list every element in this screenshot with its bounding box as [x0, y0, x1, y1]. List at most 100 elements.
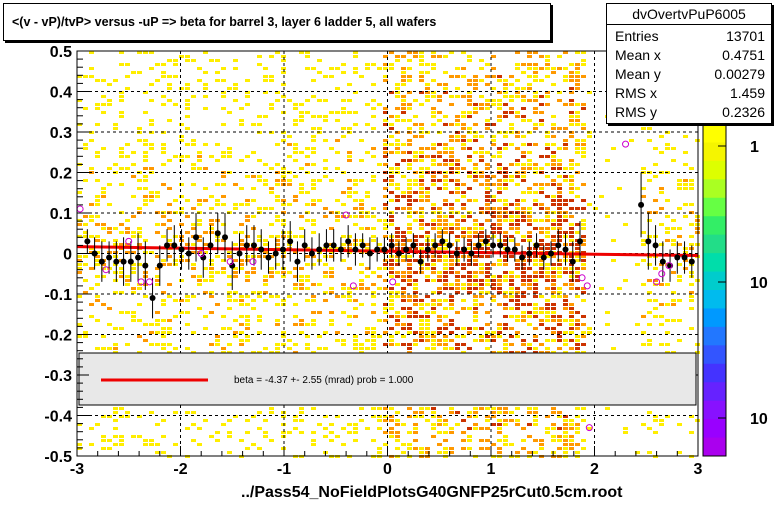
heat-cell — [389, 91, 394, 94]
heat-cell — [185, 427, 190, 430]
heat-cell — [143, 91, 148, 94]
heat-cell — [209, 227, 214, 230]
heat-cell — [299, 319, 304, 322]
heat-cell — [413, 259, 418, 262]
heat-cell — [95, 103, 100, 106]
heat-cell — [419, 135, 424, 138]
heat-cell — [569, 339, 574, 342]
heat-cell — [533, 203, 538, 206]
heat-cell — [431, 95, 436, 98]
heat-cell — [89, 251, 94, 254]
heat-cell — [419, 195, 424, 198]
heat-cell — [557, 339, 562, 342]
heat-cell — [431, 263, 436, 266]
heat-cell — [257, 319, 262, 322]
heat-cell — [527, 207, 532, 210]
heat-cell — [167, 99, 172, 102]
heat-cell — [383, 311, 388, 314]
heat-cell — [461, 51, 466, 54]
heat-cell — [269, 207, 274, 210]
heat-cell — [575, 255, 580, 258]
heat-cell — [569, 87, 574, 90]
heat-cell — [407, 295, 412, 298]
heat-cell — [557, 275, 562, 278]
heat-cell — [119, 275, 124, 278]
heat-cell — [461, 147, 466, 150]
heat-cell — [467, 159, 472, 162]
heat-cell — [455, 227, 460, 230]
heat-cell — [347, 323, 352, 326]
heat-cell — [407, 307, 412, 310]
heat-cell — [449, 135, 454, 138]
heat-cell — [299, 103, 304, 106]
heat-cell — [77, 267, 82, 270]
heat-cell — [539, 167, 544, 170]
heat-cell — [551, 407, 556, 410]
heat-cell — [173, 411, 178, 414]
profile-point — [562, 246, 569, 253]
heat-cell — [395, 107, 400, 110]
heat-cell — [119, 167, 124, 170]
heat-cell — [491, 183, 496, 186]
heat-cell — [161, 327, 166, 330]
heat-cell — [533, 303, 538, 306]
heat-cell — [95, 283, 100, 286]
heat-cell — [395, 87, 400, 90]
heat-cell — [407, 195, 412, 198]
heat-cell — [461, 219, 466, 222]
heat-cell — [341, 111, 346, 114]
heat-cell — [443, 419, 448, 422]
heat-cell — [689, 307, 694, 310]
heat-cell — [467, 155, 472, 158]
heat-cell — [641, 187, 646, 190]
heat-cell — [293, 343, 298, 346]
heat-cell — [401, 315, 406, 318]
heat-cell — [341, 191, 346, 194]
heat-cell — [437, 215, 442, 218]
heat-cell — [551, 243, 556, 246]
heat-cell — [377, 275, 382, 278]
heat-cell — [419, 71, 424, 74]
heat-cell — [413, 151, 418, 154]
heat-cell — [131, 263, 136, 266]
heat-cell — [437, 223, 442, 226]
heat-cell — [473, 111, 478, 114]
heat-cell — [677, 243, 682, 246]
heat-cell — [425, 339, 430, 342]
heat-cell — [611, 347, 616, 350]
heat-cell — [521, 87, 526, 90]
heat-cell — [407, 327, 412, 330]
heat-cell — [551, 275, 556, 278]
heat-cell — [239, 339, 244, 342]
heat-cell — [485, 199, 490, 202]
heat-cell — [137, 139, 142, 142]
heat-cell — [119, 115, 124, 118]
heat-cell — [551, 123, 556, 126]
heat-cell — [245, 279, 250, 282]
heat-cell — [581, 299, 586, 302]
heat-cell — [515, 91, 520, 94]
x-tick-label: -2 — [173, 461, 187, 478]
heat-cell — [467, 147, 472, 150]
heat-cell — [131, 319, 136, 322]
heat-cell — [563, 283, 568, 286]
heat-cell — [467, 187, 472, 190]
heat-cell — [659, 135, 664, 138]
heat-cell — [203, 51, 208, 54]
heat-cell — [179, 155, 184, 158]
heat-cell — [521, 199, 526, 202]
heat-cell — [149, 439, 154, 442]
heat-cell — [665, 415, 670, 418]
heat-cell — [155, 223, 160, 226]
heat-cell — [83, 215, 88, 218]
heat-cell — [347, 291, 352, 294]
heat-cell — [389, 315, 394, 318]
heat-cell — [347, 251, 352, 254]
heat-cell — [311, 255, 316, 258]
heat-cell — [449, 307, 454, 310]
heat-cell — [323, 263, 328, 266]
heat-cell — [365, 427, 370, 430]
heat-cell — [161, 163, 166, 166]
heat-cell — [497, 335, 502, 338]
heat-cell — [449, 331, 454, 334]
